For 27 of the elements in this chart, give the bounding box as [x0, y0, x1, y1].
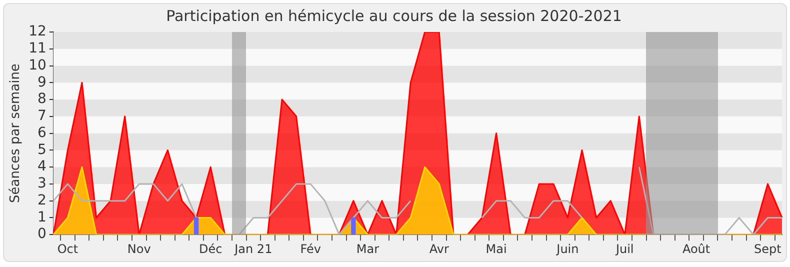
x-tick-label: Jan 21 [234, 242, 272, 256]
chart-title: Participation en hémicycle au cours de la session 2020-2021 [166, 6, 622, 25]
x-tick-label: Mai [486, 242, 507, 256]
y-tick-label: 1 [37, 209, 46, 226]
y-tick-label: 7 [37, 108, 46, 124]
y-tick-label: 4 [37, 158, 46, 175]
x-tick-label: Oct [57, 242, 78, 256]
y-axis-title: Séances par semaine [8, 64, 24, 204]
y-tick-label: 0 [37, 226, 46, 242]
x-tick-label: Mar [356, 242, 380, 256]
y-tick-label: 3 [37, 176, 46, 192]
y-tick-label: 12 [28, 24, 46, 40]
y-tick-label: 10 [28, 57, 46, 74]
y-tick-label: 8 [37, 91, 46, 108]
y-tick-label: 5 [37, 142, 46, 158]
y-tick-label: 11 [28, 40, 46, 57]
y-tick-label: 6 [37, 124, 46, 141]
x-tick-label: Juil [614, 242, 634, 256]
y-tick-label: 9 [37, 74, 46, 90]
x-tick-label: Nov [127, 242, 151, 256]
y-tick-label: 2 [37, 192, 46, 208]
x-tick-label: Sept [754, 242, 782, 256]
x-tick-label: Déc [198, 242, 222, 256]
x-tick-label: Fév [300, 242, 321, 256]
x-tick-label: Avr [429, 242, 449, 256]
x-tick-label: Août [682, 242, 710, 256]
x-tick-label: Juin [556, 242, 579, 256]
